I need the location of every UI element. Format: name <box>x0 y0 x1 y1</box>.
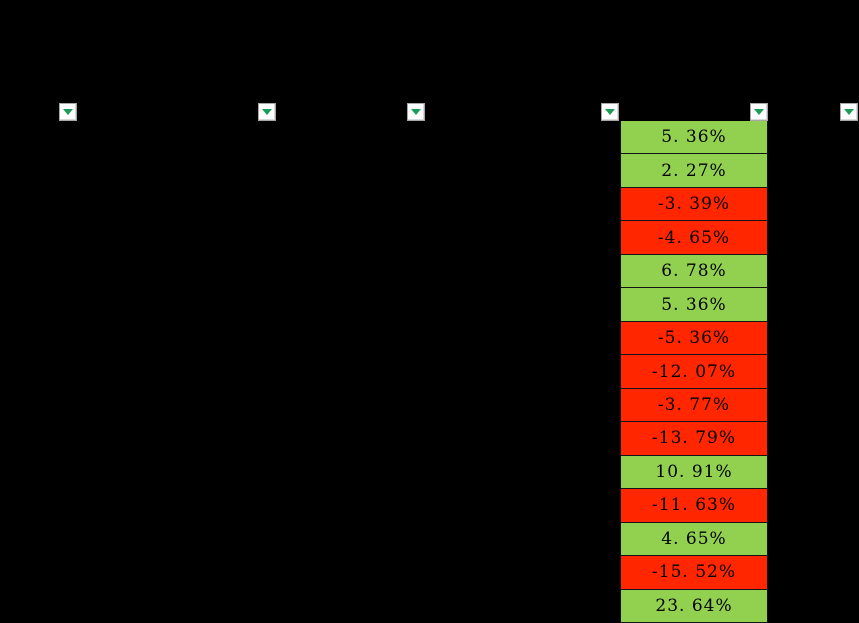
percent-cell[interactable]: 23. 64% <box>621 589 767 623</box>
percent-cell[interactable]: -13. 79% <box>621 422 767 456</box>
percent-cell[interactable]: 5. 36% <box>621 121 767 155</box>
percent-cell[interactable]: 6. 78% <box>621 254 767 289</box>
filter-dropdown-button-col4[interactable] <box>601 103 619 121</box>
filter-dropdown-button-col2[interactable] <box>258 103 276 121</box>
filter-arrow-icon <box>754 109 764 115</box>
filter-dropdown-button-col5[interactable] <box>750 103 768 121</box>
filter-arrow-icon <box>411 109 421 115</box>
percent-cell[interactable]: -3. 39% <box>621 187 767 222</box>
filter-arrow-icon <box>605 109 615 115</box>
filter-arrow-icon <box>63 109 73 115</box>
percent-cell[interactable]: -11. 63% <box>621 489 767 523</box>
percent-cell[interactable]: -4. 65% <box>621 221 767 255</box>
filter-dropdown-button-col3[interactable] <box>407 103 425 121</box>
percent-cell[interactable]: -15. 52% <box>621 556 767 590</box>
percent-cell[interactable]: -5. 36% <box>621 321 767 356</box>
filter-dropdown-button-col6[interactable] <box>840 103 858 121</box>
percent-cell[interactable]: 2. 27% <box>621 154 767 188</box>
percent-cell[interactable]: 5. 36% <box>621 288 767 322</box>
percent-cell[interactable]: 4. 65% <box>621 522 767 557</box>
percent-cell[interactable]: 10. 91% <box>621 455 767 490</box>
percent-column: 5. 36% 2. 27% -3. 39% -4. 65% 6. 78% 5. 36% -5… <box>620 121 768 623</box>
filter-arrow-icon <box>262 109 272 115</box>
filter-dropdown-button-col1[interactable] <box>59 103 77 121</box>
filter-arrow-icon <box>844 109 854 115</box>
percent-cell[interactable]: -12. 07% <box>621 355 767 389</box>
percent-cell[interactable]: -3. 77% <box>621 388 767 423</box>
